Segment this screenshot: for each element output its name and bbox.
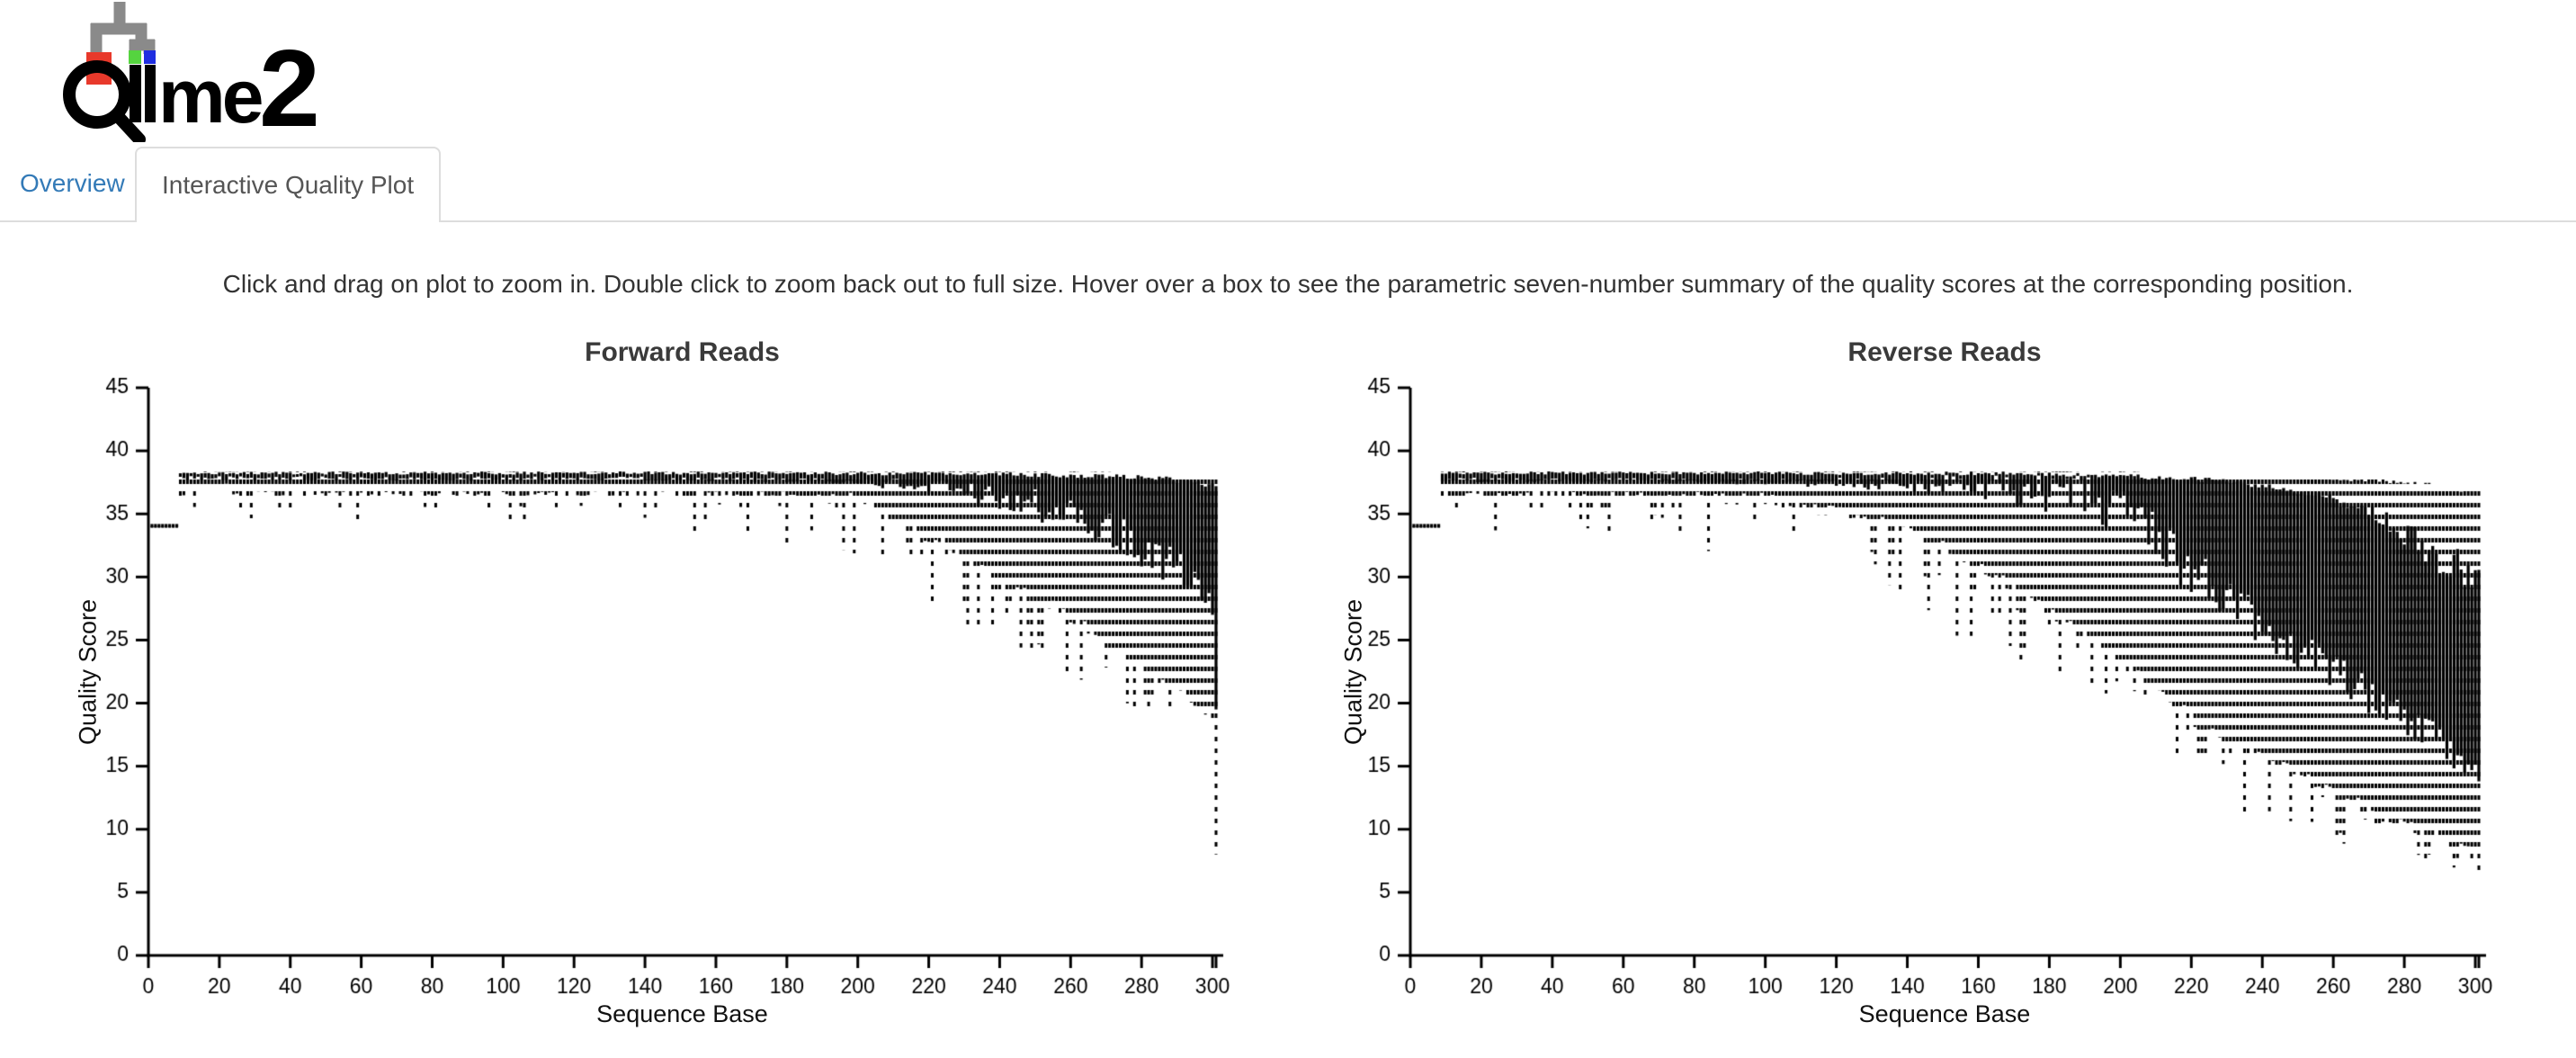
reverse-x-axis-label: Sequence Base	[1858, 1000, 2031, 1027]
tab-interactive-quality-plot[interactable]: Interactive Quality Plot	[135, 147, 442, 222]
forward-x-axis-label: Sequence Base	[596, 1000, 768, 1027]
tab-bar: Overview Interactive Quality Plot	[0, 147, 2576, 222]
logo-tree-icon	[86, 2, 156, 85]
logo-text: me 2	[130, 27, 320, 142]
svg-text:me: me	[158, 54, 262, 139]
tab-overview[interactable]: Overview	[20, 169, 125, 197]
reverse-reads-canvas[interactable]	[1288, 342, 2576, 1008]
qiime2-logo: me 2	[63, 2, 320, 142]
forward-reads-canvas[interactable]	[0, 342, 1288, 1008]
svg-text:2: 2	[259, 27, 320, 142]
logo-magnifier-q-icon	[63, 60, 146, 142]
instructions-text: Click and drag on plot to zoom in. Doubl…	[222, 270, 2354, 298]
logo-green-dot-icon	[129, 50, 141, 64]
logo-blue-dot-icon	[144, 50, 156, 64]
